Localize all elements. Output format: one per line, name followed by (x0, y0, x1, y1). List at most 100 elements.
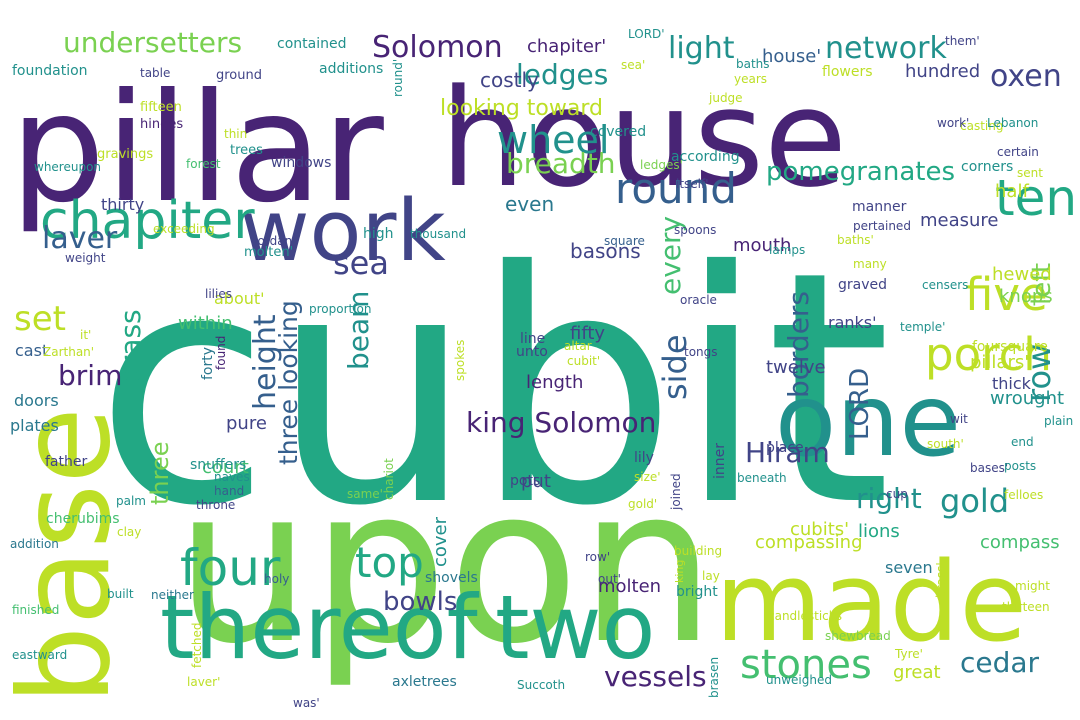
word-south-q: south' (927, 437, 964, 451)
word-vessels: vessels (604, 660, 707, 693)
word-baths: baths (736, 57, 770, 71)
word-spoons: spoons (674, 223, 716, 237)
word-stones: stones (740, 642, 872, 688)
word-pillar: pillar (10, 62, 384, 236)
word-clay: clay (117, 525, 141, 539)
word-cherubims: cherubims (46, 511, 120, 527)
word-top: top (355, 538, 424, 587)
word-three-looking: three looking (274, 300, 303, 465)
word-was-q: was' (293, 696, 320, 710)
word-pots: pots (510, 473, 540, 489)
word-succoth: Succoth (517, 678, 565, 692)
word-cover: cover (430, 516, 451, 567)
word-laver: laver (42, 221, 118, 256)
word-side: side (656, 334, 694, 400)
word-compassing: compassing (755, 532, 863, 553)
word-snuffers: snuffers (190, 457, 246, 473)
word-thick: thick (992, 374, 1032, 393)
word-measure: measure (920, 210, 999, 231)
word-itself-q: itself' (676, 177, 709, 191)
word-end: end (1011, 435, 1034, 449)
word-fetched: fetched (190, 622, 204, 668)
word-cedar: cedar (960, 646, 1040, 679)
word-graved: graved (838, 277, 887, 293)
word-finished: finished (12, 603, 59, 617)
word-jordan: Jordan (253, 234, 292, 248)
word-fifty: fifty (570, 323, 605, 344)
word-whereupon: whereupon (34, 160, 101, 174)
word-work-q: work' (937, 116, 969, 130)
word-shovels: shovels (425, 570, 478, 586)
word-pertained: pertained (853, 219, 911, 233)
word-within: within (178, 313, 233, 334)
word-chariot: chariot (382, 458, 396, 500)
word-three: three (146, 442, 174, 506)
word-neither: neither (151, 588, 194, 602)
word-flowers: flowers (822, 64, 873, 80)
word-twelve: twelve (766, 357, 826, 378)
word-oxen: oxen (990, 59, 1062, 94)
word-father: father (45, 454, 87, 470)
word-thirty: thirty (101, 195, 144, 214)
word-light: light (668, 31, 735, 66)
word-right: right (856, 482, 922, 515)
word-work: work (240, 182, 446, 281)
word-round-q: round' (391, 59, 405, 97)
word-exceeding: exceeding (153, 222, 215, 236)
word-eastward: eastward (12, 648, 67, 662)
word-shewbread: shewbread (825, 629, 891, 643)
word-seven: seven (885, 558, 933, 577)
word-might: might (1015, 579, 1050, 593)
word-them-q: them' (945, 34, 980, 48)
word-set: set (14, 299, 66, 339)
word-brass-q: brass' (934, 562, 948, 598)
word-looking-toward: looking toward (440, 96, 603, 121)
word-pure: pure (226, 413, 267, 434)
word-spokes: spokes (453, 340, 467, 381)
word-high: high (363, 226, 394, 242)
word-table: table (140, 66, 170, 80)
word-thousand: thousand (410, 227, 466, 241)
word-four: four (180, 539, 281, 597)
word-posts: posts (1004, 459, 1036, 473)
word-hiram: Hiram (745, 436, 830, 469)
word-even: even (505, 192, 554, 216)
word-solomon: Solomon (372, 30, 503, 65)
word-place: place (766, 440, 804, 456)
word-altar: altar (564, 339, 592, 353)
word-trees: trees (230, 143, 263, 158)
word-ledges: ledges (516, 58, 608, 91)
word-round: round (615, 164, 737, 213)
word-chapiter: chapiter (40, 191, 255, 251)
word-beam: beam (342, 291, 375, 370)
word-according: according (671, 149, 740, 165)
word-compass: compass (980, 532, 1060, 553)
word-casting: casting (960, 119, 1003, 133)
word-costly: costly (480, 68, 539, 92)
word-built: built (107, 587, 134, 601)
word-thin: thin (224, 127, 247, 141)
word-sea-q: sea' (621, 58, 645, 72)
word-judge: judge (708, 91, 743, 105)
word-beneath: beneath (737, 471, 787, 485)
word-length: length (526, 372, 583, 393)
word-basons: basons (570, 239, 641, 263)
word-square: square (604, 234, 645, 248)
word-hinges: hinges (140, 117, 183, 132)
word-foursquare: foursquare (972, 339, 1048, 355)
word-undersetters: undersetters (63, 26, 242, 59)
word-censers: censers (922, 278, 968, 292)
word-gold: gold (940, 482, 1009, 520)
word-foundation: foundation (12, 63, 88, 79)
word-half: half (995, 181, 1029, 202)
word-upon: upon (175, 440, 716, 691)
word-building: building (674, 544, 722, 558)
word-found: found (214, 336, 228, 370)
word-hewed: hewed (992, 264, 1052, 285)
word-brass: brass (114, 309, 147, 385)
word-great: great (893, 662, 941, 683)
word-lamps: lamps (769, 243, 805, 257)
word-lord-q: LORD' (628, 27, 665, 41)
